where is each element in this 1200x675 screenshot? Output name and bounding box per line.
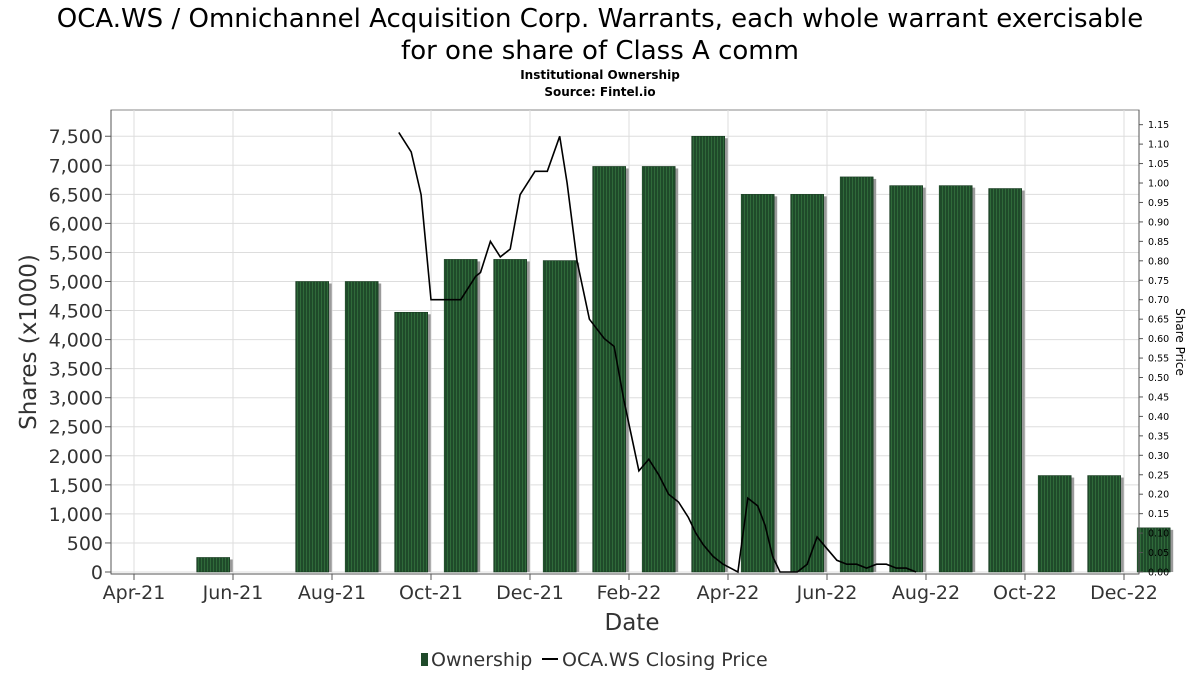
y2-tick-label: 0.70 [1148, 295, 1169, 306]
ownership-bar [691, 135, 726, 573]
y2-tick-label: 0.75 [1148, 276, 1169, 287]
chart-title-line2: for one share of Class A comm [401, 36, 799, 66]
x-tick-label: Feb-22 [597, 582, 662, 604]
x-tick-label: Aug-22 [892, 582, 960, 604]
x-tick-label: Oct-22 [993, 582, 1057, 604]
y-tick-label: 4,000 [49, 330, 103, 352]
y-tick-label: 7,000 [49, 155, 103, 177]
y-tick-label: 2,000 [49, 446, 103, 468]
ownership-bar [344, 281, 379, 573]
y2-tick-label: 0.30 [1148, 451, 1169, 462]
y-tick-label: 4,500 [49, 301, 103, 323]
y-tick-label: 7,500 [49, 126, 103, 148]
y2-tick-label: 0.20 [1148, 490, 1169, 501]
y2-tick-label: 0.40 [1148, 412, 1169, 423]
legend-price-label: OCA.WS Closing Price [562, 649, 768, 671]
ownership-bar [1037, 475, 1072, 573]
ownership-bar [196, 557, 230, 573]
y2-tick-label: 0.80 [1148, 256, 1169, 267]
ownership-bar [641, 166, 676, 573]
y-tick-label: 6,500 [49, 184, 103, 206]
y2-tick-label: 0.45 [1148, 392, 1169, 403]
x-axis-label: Date [605, 610, 660, 636]
y-tick-label: 1,500 [49, 475, 103, 497]
x-tick-label: Oct-21 [399, 582, 463, 604]
y-tick-label: 6,000 [49, 213, 103, 235]
y-tick-label: 1,000 [49, 504, 103, 526]
y2-tick-label: 0.00 [1148, 568, 1169, 579]
y2-tick-label: 1.05 [1148, 159, 1169, 170]
ownership-bar [889, 185, 924, 573]
y2-tick-label: 0.65 [1148, 315, 1169, 326]
price-line-path [398, 131, 917, 574]
y-tick-label: 500 [67, 533, 103, 555]
ownership-bar [938, 185, 973, 573]
y-tick-label: 5,500 [49, 242, 103, 264]
ownership-bar [493, 259, 528, 573]
axes: 0 500 1,000 1,500 2,000 2,500 3,000 3,500 4,000 4… [49, 110, 1169, 604]
ownership-bar [1087, 475, 1121, 573]
y2-tick-label: 0.25 [1148, 470, 1169, 481]
y-tick-label: 3,500 [49, 359, 103, 381]
ownership-bars [196, 135, 1174, 573]
y-tick-label: 5,000 [49, 271, 103, 293]
y2-tick-label: 0.15 [1148, 509, 1169, 520]
ownership-bar [988, 188, 1023, 573]
y-tick-label: 2,500 [49, 417, 103, 439]
x-tick-label: Aug-21 [298, 582, 366, 604]
y2-tick-label: 0.50 [1148, 373, 1169, 384]
x-tick-label: Apr-22 [697, 582, 760, 604]
legend-ownership-label: Ownership [431, 649, 532, 671]
y2-tick-label: 0.05 [1148, 548, 1169, 559]
ownership-bar [790, 194, 825, 573]
ownership-bar [542, 260, 577, 573]
x-tick-label: Dec-21 [496, 582, 564, 604]
y2-tick-label: 1.10 [1148, 140, 1169, 151]
price-line [398, 131, 917, 574]
legend: Ownership OCA.WS Closing Price [421, 649, 768, 671]
ownership-bar [592, 166, 627, 573]
x-tick-label: Apr-21 [103, 582, 166, 604]
x-tick-label: Dec-22 [1090, 582, 1158, 604]
ownership-bar [443, 259, 478, 573]
chart-title-line1: OCA.WS / Omnichannel Acquisition Corp. W… [57, 4, 1143, 34]
y-axis-label: Shares (x1000) [16, 254, 42, 430]
y2-tick-label: 1.15 [1148, 120, 1169, 131]
y2-tick-label: 0.35 [1148, 431, 1169, 442]
y2-tick-label: 0.95 [1148, 198, 1169, 209]
chart-source: Source: Fintel.io [544, 85, 655, 99]
chart-subtitle: Institutional Ownership [520, 68, 680, 82]
x-tick-label: Jun-22 [796, 582, 858, 604]
y2-tick-label: 0.90 [1148, 217, 1169, 228]
y-tick-label: 3,000 [49, 388, 103, 410]
y2-tick-label: 0.55 [1148, 354, 1169, 365]
ownership-bar [394, 311, 429, 573]
x-tick-label: Jun-21 [202, 582, 264, 604]
y2-tick-label: 1.00 [1148, 179, 1169, 190]
y2-axis-label: Share Price [1173, 308, 1187, 376]
y2-tick-label: 0.10 [1148, 529, 1169, 540]
ownership-bar [839, 176, 874, 573]
y-tick-label: 0 [91, 562, 103, 584]
y2-tick-label: 0.60 [1148, 334, 1169, 345]
y2-tick-label: 0.85 [1148, 237, 1169, 248]
ownership-bar [295, 281, 330, 573]
ownership-bar [1136, 527, 1171, 573]
legend-ownership-swatch [421, 653, 428, 666]
